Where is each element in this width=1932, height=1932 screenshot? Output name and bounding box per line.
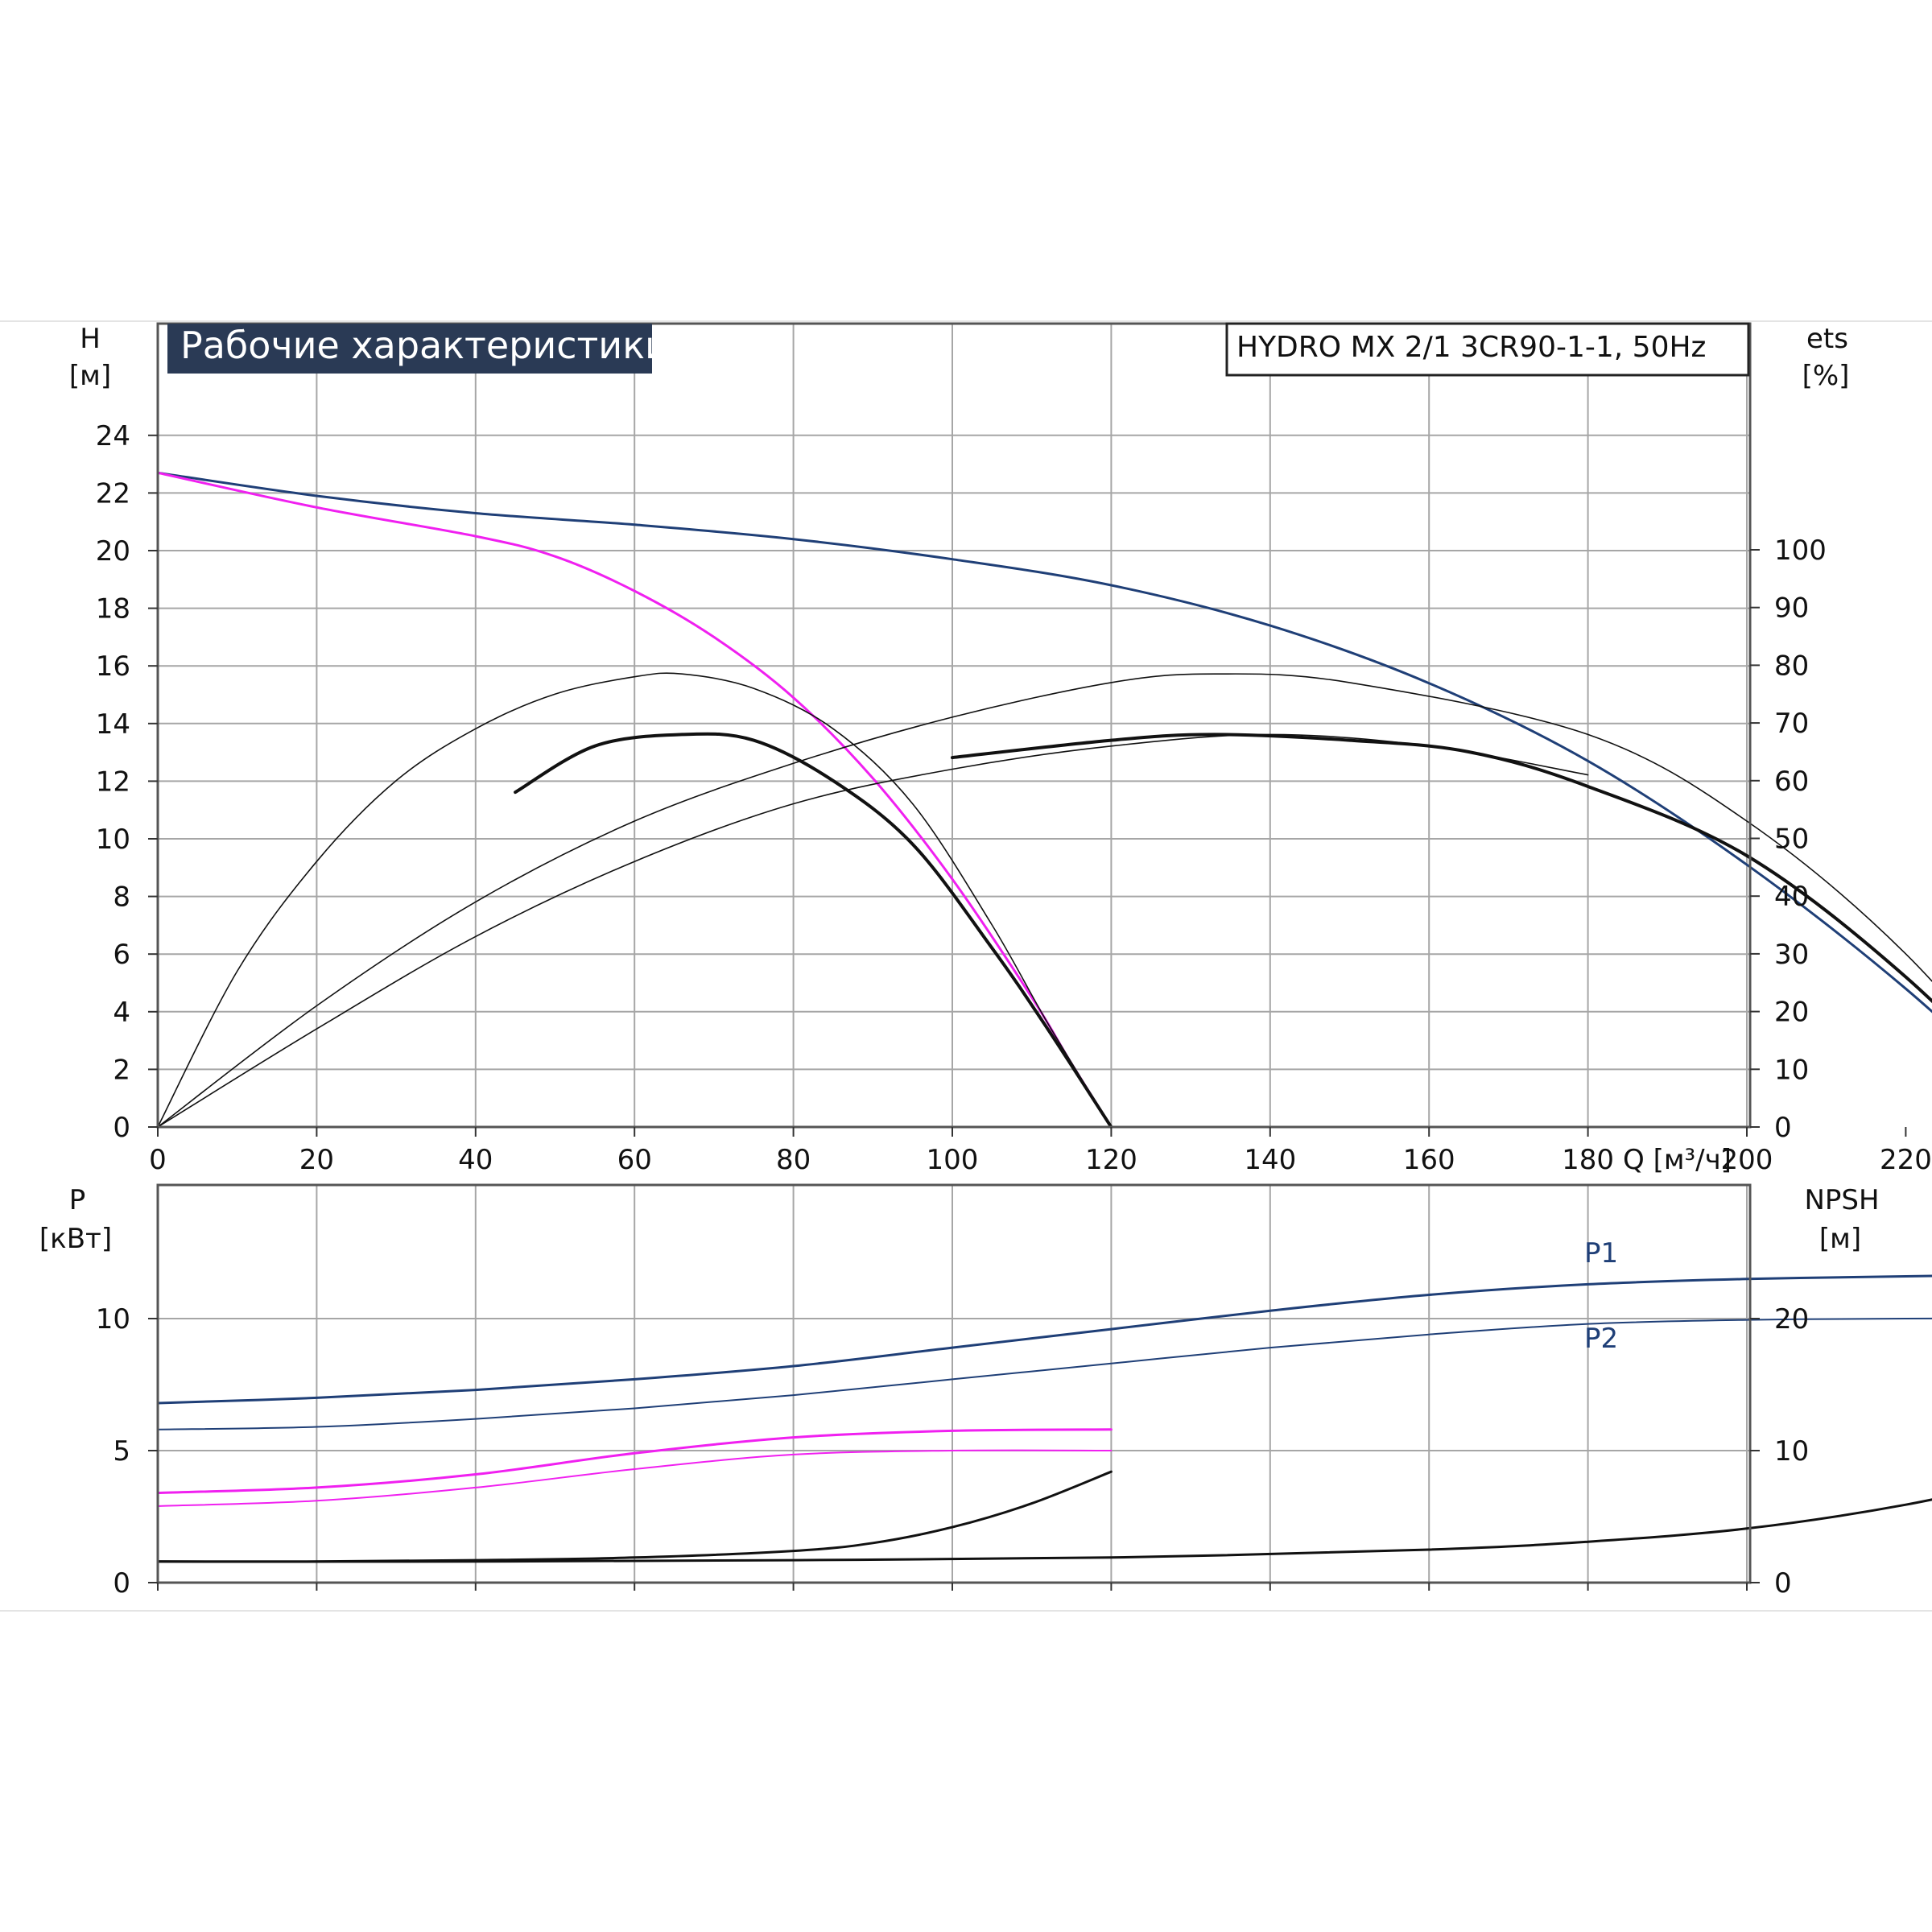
performance-curve-6 bbox=[951, 733, 1932, 1004]
p1-series-label: P1 bbox=[1584, 1237, 1618, 1269]
x-tick-label: 200 bbox=[1721, 1144, 1773, 1176]
performance-curve-1 bbox=[156, 471, 1113, 1129]
p-axis-label: P bbox=[69, 1184, 86, 1216]
y-tick-label: 16 bbox=[96, 650, 130, 683]
x-tick-label: 100 bbox=[927, 1144, 979, 1176]
y-tick-label: 0 bbox=[113, 1567, 130, 1600]
y2-tick-label: 40 bbox=[1774, 881, 1809, 913]
y-tick-label: 5 bbox=[113, 1435, 130, 1468]
y2-tick-label: 0 bbox=[1774, 1567, 1792, 1600]
x-tick-label: 180 bbox=[1562, 1144, 1614, 1176]
y-tick-label: 14 bbox=[96, 708, 130, 741]
y2-tick-label: 20 bbox=[1774, 1303, 1809, 1335]
y2-tick-label: 10 bbox=[1774, 1054, 1809, 1086]
performance-series bbox=[156, 471, 1932, 1129]
y-tick-label: 6 bbox=[113, 939, 130, 971]
h-axis-unit: [м] bbox=[69, 360, 111, 392]
npsh-axis-unit: [м] bbox=[1819, 1223, 1861, 1255]
p2-curve bbox=[157, 1317, 1932, 1430]
performance-curve-4 bbox=[157, 673, 1932, 1128]
q-axis-label: Q [м³/ч] bbox=[1623, 1144, 1732, 1176]
y2-tick-label: 10 bbox=[1774, 1435, 1809, 1468]
p1-curve bbox=[156, 1274, 1932, 1405]
y2-tick-label: 50 bbox=[1774, 824, 1809, 856]
y2-tick-label: 90 bbox=[1774, 592, 1809, 625]
y2-tick-label: 60 bbox=[1774, 766, 1809, 798]
y2-tick-label: 70 bbox=[1774, 708, 1809, 740]
performance-plot: 0246810121416182022240102030405060708090… bbox=[69, 322, 1932, 1176]
title-badge: Рабочие характеристики bbox=[180, 324, 669, 367]
npsh-axis-label: NPSH bbox=[1804, 1184, 1879, 1216]
y2-tick-label: 0 bbox=[1774, 1112, 1792, 1144]
performance-curve-3 bbox=[514, 732, 1113, 1129]
power-plot: 0 5 10 0 10 20 P [кВт] NPSH [м] P1 P2 bbox=[39, 1183, 1932, 1600]
x-tick-label: 160 bbox=[1403, 1144, 1455, 1176]
y2-tick-label: 30 bbox=[1774, 939, 1809, 971]
ets-axis-label: ets bbox=[1806, 323, 1848, 355]
y-tick-label: 10 bbox=[96, 1303, 130, 1335]
performance-curve-0 bbox=[156, 471, 1932, 1013]
y2-tick-label: 100 bbox=[1774, 535, 1827, 567]
x-tick-label: 0 bbox=[149, 1144, 167, 1176]
y-tick-label: 10 bbox=[96, 824, 130, 856]
y-tick-label: 22 bbox=[96, 477, 130, 510]
y-tick-label: 24 bbox=[96, 420, 130, 452]
power-curve-5 bbox=[156, 1498, 1932, 1563]
power-curve-3 bbox=[157, 1449, 1113, 1507]
title-badge-bg bbox=[167, 324, 652, 374]
y-tick-label: 12 bbox=[96, 766, 130, 798]
x-tick-label: 20 bbox=[299, 1144, 334, 1176]
y-tick-label: 2 bbox=[113, 1054, 130, 1086]
y-tick-label: 8 bbox=[113, 881, 130, 914]
performance-curve-2 bbox=[157, 672, 1113, 1128]
model-label-box bbox=[1225, 322, 1750, 377]
x-tick-label: 60 bbox=[617, 1144, 652, 1176]
performance-curve-5 bbox=[157, 733, 1589, 1128]
performance-plot-frame bbox=[156, 322, 1752, 1129]
x-tick-label: 220 bbox=[1880, 1144, 1932, 1176]
y-tick-label: 4 bbox=[113, 997, 130, 1029]
model-label: HYDRO MX 2/1 3CR90-1-1, 50Hz bbox=[1236, 331, 1706, 364]
y-tick-label: 20 bbox=[96, 535, 130, 568]
x-tick-label: 120 bbox=[1085, 1144, 1137, 1176]
performance-grid bbox=[158, 324, 1750, 1127]
x-tick-label: 40 bbox=[458, 1144, 493, 1176]
power-curve-2 bbox=[156, 1428, 1113, 1494]
x-tick-label: 80 bbox=[776, 1144, 811, 1176]
p-axis-unit: [кВт] bbox=[39, 1223, 112, 1255]
y2-tick-label: 20 bbox=[1774, 997, 1809, 1029]
performance-ticks: 0246810121416182022240102030405060708090… bbox=[96, 420, 1932, 1176]
power-plot-frame bbox=[156, 1183, 1752, 1584]
y-tick-label: 18 bbox=[96, 593, 130, 625]
power-series bbox=[156, 1274, 1932, 1563]
ets-axis-unit: [%] bbox=[1802, 360, 1850, 392]
y2-tick-label: 80 bbox=[1774, 650, 1809, 682]
power-grid bbox=[158, 1185, 1750, 1583]
x-tick-label: 140 bbox=[1244, 1144, 1296, 1176]
power-ticks: 0 5 10 0 10 20 bbox=[96, 1303, 1810, 1600]
h-axis-label: H bbox=[80, 323, 101, 355]
p2-series-label: P2 bbox=[1584, 1323, 1618, 1355]
y-tick-label: 0 bbox=[113, 1112, 130, 1144]
